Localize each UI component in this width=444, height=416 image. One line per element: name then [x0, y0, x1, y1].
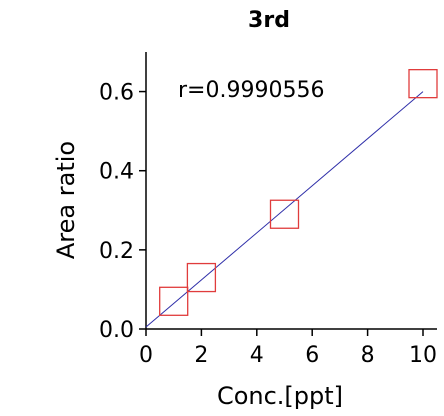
y-axis-ticks: 0.0 0.2 0.4 0.6: [99, 81, 146, 343]
y-tick-label: 0.0: [99, 318, 134, 343]
fit-line: [145, 91, 424, 328]
correlation-annotation: r=0.9990556: [178, 78, 324, 103]
y-axis-label: Area ratio: [52, 141, 80, 259]
x-axis-ticks: 0 2 4 6 8 10: [139, 329, 437, 368]
x-tick-label: 8: [361, 343, 375, 368]
data-point: [186, 262, 217, 293]
data-points: [159, 69, 438, 316]
x-tick-label: 4: [250, 343, 264, 368]
x-tick-label: 2: [194, 343, 208, 368]
y-tick-label: 0.4: [99, 160, 134, 185]
x-tick-label: 0: [139, 343, 153, 368]
y-tick-label: 0.2: [99, 239, 134, 264]
x-tick-label: 10: [409, 343, 437, 368]
data-point: [159, 286, 189, 316]
x-axis-label: Conc.[ppt]: [217, 382, 343, 410]
data-point: [408, 69, 438, 99]
y-tick-label: 0.6: [99, 81, 134, 106]
data-point: [269, 199, 300, 229]
x-tick-label: 6: [305, 343, 319, 368]
chart-title: 3rd: [248, 8, 290, 33]
